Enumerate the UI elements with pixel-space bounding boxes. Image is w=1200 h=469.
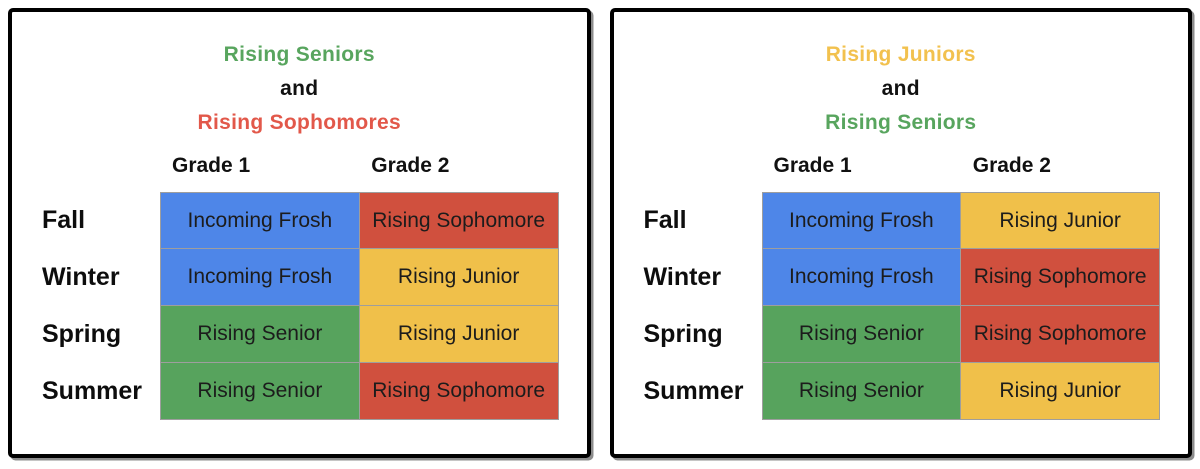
table-row-spring: Spring Rising Senior Rising Sophomore (614, 306, 1160, 363)
row-label-spring: Spring (643, 320, 723, 348)
row-label-winter: Winter (42, 263, 120, 291)
grade-table: Grade 1 Grade 2 Fall Incoming Frosh Risi… (12, 154, 559, 420)
table-row-fall: Fall Incoming Frosh Rising Sophomore (12, 192, 559, 249)
table-cell: Rising Sophomore (961, 306, 1160, 363)
title-line-3: Rising Sophomores (197, 111, 401, 134)
title-line-1: Rising Seniors (223, 43, 375, 66)
grade-table: Grade 1 Grade 2 Fall Incoming Frosh Risi… (614, 154, 1161, 420)
column-header-grade-1: Grade 1 (773, 154, 852, 177)
table-cell: Rising Sophomore (359, 363, 559, 420)
table-cell: Rising Junior (359, 306, 559, 363)
column-headers: Grade 1 Grade 2 (614, 154, 1161, 178)
title-line-3: Rising Seniors (825, 111, 977, 134)
table-cell: Incoming Frosh (160, 249, 360, 306)
table-cell: Rising Junior (961, 192, 1160, 249)
table-cell: Rising Senior (761, 306, 962, 363)
row-label-summer: Summer (42, 377, 143, 405)
column-header-grade-2: Grade 2 (371, 154, 450, 177)
row-label-fall: Fall (643, 206, 687, 234)
header-gutter (12, 154, 160, 178)
row-label-spring: Spring (42, 320, 122, 348)
table-cell: Rising Senior (160, 306, 360, 363)
table-cell: Rising Sophomore (359, 192, 559, 249)
row-label-winter: Winter (643, 263, 722, 291)
column-header-grade-1: Grade 1 (172, 154, 251, 177)
table-cell: Incoming Frosh (160, 192, 360, 249)
table-cell: Incoming Frosh (761, 249, 962, 306)
table-cell: Rising Junior (359, 249, 559, 306)
title-line-2: and (280, 77, 319, 100)
table-row-winter: Winter Incoming Frosh Rising Sophomore (614, 249, 1160, 306)
table-row-summer: Summer Rising Senior Rising Sophomore (12, 363, 559, 420)
table-cell: Rising Senior (761, 363, 962, 420)
table-row-winter: Winter Incoming Frosh Rising Junior (12, 249, 559, 306)
column-headers: Grade 1 Grade 2 (12, 154, 559, 178)
panel-title: Rising Seniors and Rising Sophomores (12, 38, 587, 140)
header-gutter (614, 154, 762, 178)
table-cell: Rising Junior (961, 363, 1160, 420)
table-row-summer: Summer Rising Senior Rising Junior (614, 363, 1160, 420)
title-line-1: Rising Juniors (825, 43, 976, 66)
table-row-spring: Spring Rising Senior Rising Junior (12, 306, 559, 363)
table-row-fall: Fall Incoming Frosh Rising Junior (614, 192, 1160, 249)
panel-juniors-seniors: Rising Juniors and Rising Seniors Grade … (609, 8, 1192, 458)
column-header-grade-2: Grade 2 (972, 154, 1051, 177)
title-line-2: and (881, 77, 920, 100)
panel-seniors-sophomores: Rising Seniors and Rising Sophomores Gra… (8, 8, 591, 458)
row-label-summer: Summer (643, 377, 744, 405)
row-label-fall: Fall (42, 206, 86, 234)
panel-title: Rising Juniors and Rising Seniors (614, 38, 1189, 140)
table-cell: Rising Senior (160, 363, 360, 420)
table-cell: Incoming Frosh (761, 192, 962, 249)
table-cell: Rising Sophomore (961, 249, 1160, 306)
